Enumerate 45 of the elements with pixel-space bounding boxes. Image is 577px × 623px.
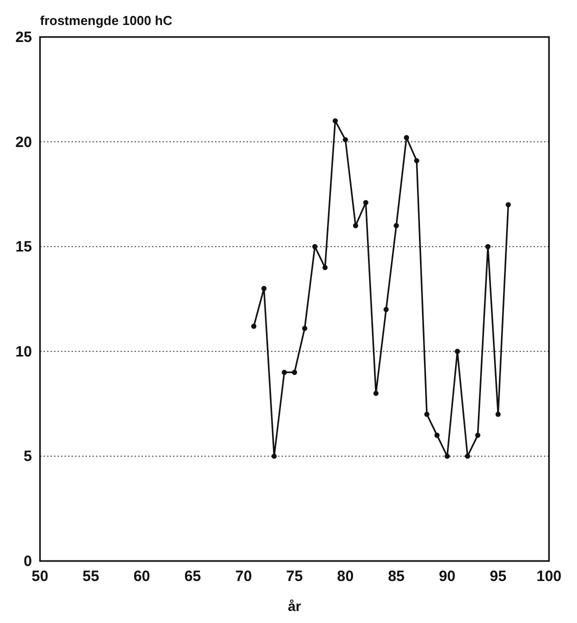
point bbox=[363, 200, 368, 206]
y-axis-title: frostmengde 1000 hC bbox=[40, 13, 173, 28]
point bbox=[312, 244, 318, 250]
x-tick-label: 75 bbox=[286, 568, 303, 585]
point bbox=[485, 244, 491, 250]
point bbox=[251, 324, 256, 329]
point bbox=[342, 137, 348, 142]
point bbox=[424, 412, 430, 417]
point bbox=[332, 118, 338, 124]
point bbox=[261, 286, 267, 292]
point bbox=[292, 370, 298, 375]
x-tick-label: 95 bbox=[490, 568, 506, 585]
point bbox=[414, 158, 420, 164]
x-tick-label: 70 bbox=[235, 568, 252, 585]
y-tick-label: 15 bbox=[15, 238, 32, 256]
point bbox=[394, 223, 399, 228]
y-tick-label: 20 bbox=[15, 134, 32, 151]
x-tick-label: 50 bbox=[32, 568, 48, 585]
x-tick-label: 100 bbox=[536, 568, 562, 585]
x-tick-label: 60 bbox=[133, 568, 150, 585]
x-tick-label: 55 bbox=[82, 568, 100, 585]
point bbox=[475, 432, 480, 438]
point bbox=[272, 454, 277, 459]
x-tick-label: 90 bbox=[438, 568, 456, 585]
point bbox=[302, 326, 308, 331]
y-tick-label: 25 bbox=[15, 29, 32, 46]
point bbox=[496, 412, 501, 417]
point bbox=[444, 454, 450, 459]
x-tick-label: 85 bbox=[388, 568, 405, 585]
point bbox=[454, 348, 460, 354]
point bbox=[373, 390, 379, 396]
point bbox=[384, 306, 389, 312]
x-axis-title: år bbox=[288, 598, 302, 614]
y-tick-label: 10 bbox=[15, 343, 32, 360]
point bbox=[282, 370, 287, 375]
point bbox=[322, 264, 328, 270]
point bbox=[506, 202, 511, 208]
point bbox=[434, 432, 440, 438]
point bbox=[404, 135, 410, 140]
y-tick-label: 5 bbox=[24, 448, 32, 466]
point bbox=[352, 223, 358, 228]
point bbox=[464, 454, 470, 459]
y-tick-label: 0 bbox=[24, 553, 32, 570]
x-tick-label: 80 bbox=[337, 568, 354, 585]
x-tick-label: 65 bbox=[184, 568, 202, 585]
